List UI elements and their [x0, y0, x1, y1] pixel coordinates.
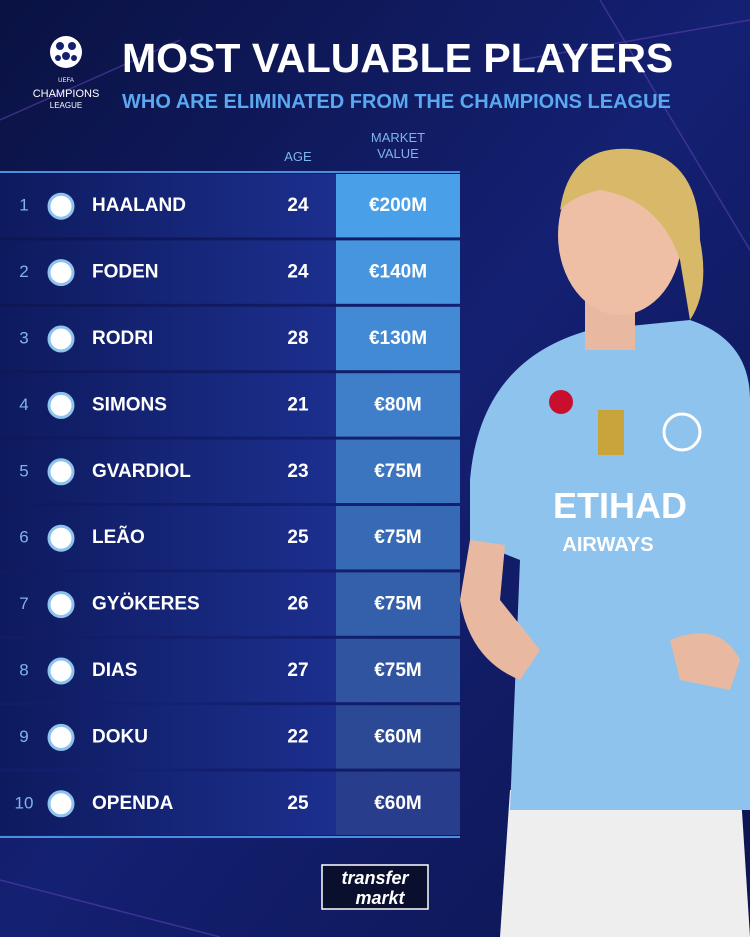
sponsor-text: ETIHAD — [553, 485, 687, 526]
age: 21 — [287, 394, 309, 415]
rank: 4 — [19, 395, 28, 414]
brand-text: markt — [355, 888, 405, 908]
rank: 2 — [19, 262, 28, 281]
age: 27 — [287, 660, 308, 681]
market-value: €80M — [374, 394, 422, 415]
ucl-logo: UEFA CHAMPIONS LEAGUE — [33, 36, 100, 110]
rank: 8 — [19, 660, 28, 679]
player-name: FODEN — [92, 262, 159, 283]
market-value: €60M — [374, 726, 422, 747]
title: MOST VALUABLE PLAYERS — [122, 35, 673, 81]
age: 23 — [287, 461, 308, 482]
player-name: SIMONS — [92, 394, 167, 415]
value-cell — [336, 373, 460, 437]
market-value: €60M — [374, 793, 422, 814]
age: 24 — [287, 195, 309, 216]
subtitle: WHO ARE ELIMINATED FROM THE CHAMPIONS LE… — [122, 91, 671, 113]
logo-text: CHAMPIONS — [33, 88, 100, 100]
player-name: DOKU — [92, 726, 148, 747]
player-photo: ETIHAD AIRWAYS — [460, 148, 750, 937]
club-badge — [47, 657, 75, 685]
club-badge — [47, 458, 75, 486]
player-name: OPENDA — [92, 793, 174, 814]
column-header: AGE — [284, 149, 312, 164]
market-value: €75M — [374, 461, 422, 482]
age: 26 — [287, 594, 308, 615]
logo-text: UEFA — [58, 78, 74, 84]
age: 25 — [287, 793, 309, 814]
table: 1 HAALAND 24 €200M 2 FODEN 24 €140M 3 RODRI 28 €130… — [0, 174, 460, 835]
club-badge — [47, 192, 75, 220]
age: 24 — [287, 262, 309, 283]
player-name: RODRI — [92, 328, 153, 349]
club-badge — [47, 391, 75, 419]
club-badge — [47, 259, 75, 287]
rank: 3 — [19, 328, 28, 347]
club-badge — [47, 790, 75, 818]
value-cell — [336, 638, 460, 703]
sponsor-text: AIRWAYS — [562, 534, 653, 556]
club-badge — [47, 524, 75, 552]
rank: 5 — [19, 461, 28, 480]
value-cell — [336, 306, 460, 371]
brand-text: transfer — [341, 868, 409, 888]
player-name: DIAS — [92, 660, 137, 681]
club-badge — [47, 591, 75, 619]
club-badge — [47, 723, 75, 751]
rank: 9 — [19, 727, 28, 746]
player-name: HAALAND — [92, 195, 186, 216]
market-value: €75M — [374, 527, 422, 548]
market-value: €75M — [374, 594, 422, 615]
value-cell — [336, 572, 460, 636]
market-value: €130M — [369, 328, 427, 349]
value-cell — [336, 771, 460, 835]
age: 25 — [287, 527, 309, 548]
club-badge — [47, 325, 75, 353]
player-name: GYÖKERES — [92, 594, 200, 615]
market-value: €200M — [369, 195, 427, 216]
player-name: LEÃO — [92, 526, 145, 548]
rank: 7 — [19, 594, 28, 613]
market-value: €140M — [369, 262, 427, 283]
column-header: MARKET VALUE — [371, 130, 425, 161]
age: 22 — [287, 726, 308, 747]
value-cell — [336, 439, 460, 503]
logo-text: LEAGUE — [50, 101, 82, 110]
value-cell — [336, 506, 460, 570]
rank: 1 — [19, 196, 28, 215]
market-value: €75M — [374, 660, 422, 681]
rank: 6 — [19, 528, 28, 547]
rank: 10 — [15, 793, 34, 812]
age: 28 — [287, 328, 308, 349]
value-cell — [336, 174, 460, 238]
value-cell — [336, 240, 460, 304]
transfermarkt-logo: transfer markt — [321, 864, 429, 910]
player-name: GVARDIOL — [92, 461, 191, 482]
value-cell — [336, 705, 460, 769]
